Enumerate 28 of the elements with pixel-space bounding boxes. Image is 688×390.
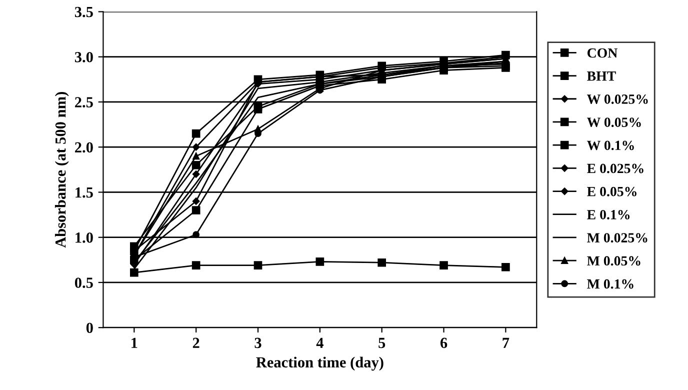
legend-label: M 0.025% xyxy=(587,233,648,243)
x-tick-label: 2 xyxy=(192,338,200,348)
legend-label: E 0.1% xyxy=(587,210,630,220)
x-tick-label: 5 xyxy=(378,338,386,348)
y-tick-label: 3.5 xyxy=(74,6,93,18)
legend-label: W 0.025% xyxy=(587,94,648,104)
legend-label: M 0.1% xyxy=(587,279,634,289)
legend-label: W 0.1% xyxy=(587,140,634,150)
x-axis-title: Reaction time (day) xyxy=(256,356,384,371)
x-tick-label: 3 xyxy=(254,338,262,348)
y-tick-label: 1.5 xyxy=(76,187,93,198)
legend-label: W 0.05% xyxy=(587,118,641,128)
legend-label: M 0.05% xyxy=(587,256,640,266)
x-tick-label: 4 xyxy=(316,338,324,348)
legend-label: CON xyxy=(587,48,618,58)
x-tick-label: 7 xyxy=(502,338,510,348)
y-tick-label: 0.5 xyxy=(74,278,93,288)
legend-label: E 0.05% xyxy=(587,186,636,196)
y-tick-label: 2.0 xyxy=(75,142,93,153)
y-axis-title: Absorbance (at 500 nm) xyxy=(54,92,69,248)
y-tick-label: 3.0 xyxy=(74,52,93,62)
y-tick-label: 2.5 xyxy=(75,97,93,108)
x-tick-label: 1 xyxy=(132,338,138,348)
x-tick-label: 6 xyxy=(440,338,448,348)
y-tick-label: 0 xyxy=(86,322,93,334)
legend-label: E 0.025% xyxy=(587,164,644,174)
y-tick-label: 1.0 xyxy=(76,232,93,243)
legend-label: BHT xyxy=(587,72,616,81)
